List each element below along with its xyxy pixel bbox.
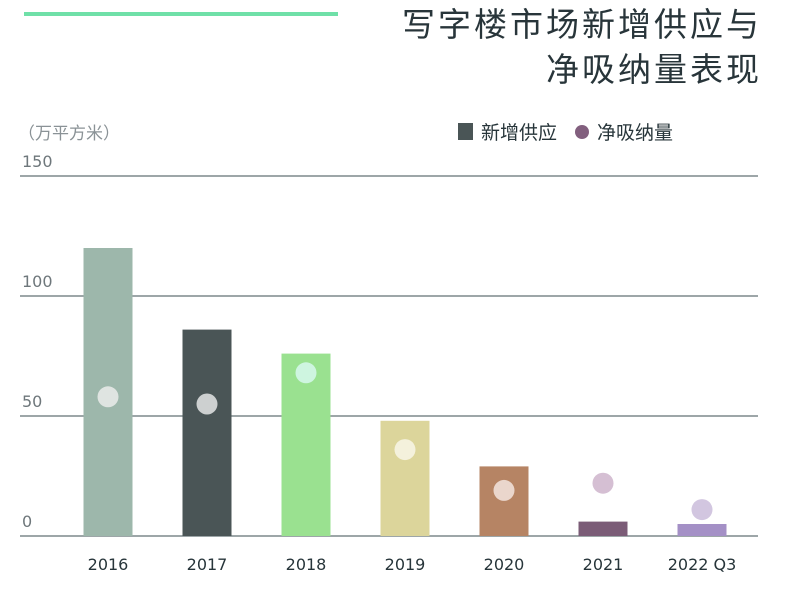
legend-absorption-label: 净吸纳量 — [597, 122, 674, 144]
bar-supply-2022-Q3 — [677, 524, 727, 536]
legend-item-supply: 新增供应 — [458, 118, 557, 145]
legend-supply-swatch-icon — [458, 123, 473, 140]
dot-absorption-2020 — [493, 479, 515, 501]
bar-supply-2017 — [182, 329, 232, 536]
y-tick-label-0: 0 — [22, 512, 32, 531]
chart-title-line-2: 净吸纳量表现 — [546, 50, 762, 89]
bar-supply-2019 — [380, 420, 430, 536]
x-tick-label-2021: 2021 — [583, 555, 624, 574]
y-tick-label-150: 150 — [22, 152, 53, 171]
x-tick-label-2019: 2019 — [385, 555, 426, 574]
chart-title-line-1: 写字楼市场新增供应与 — [402, 5, 762, 44]
x-tick-label-2016: 2016 — [88, 555, 129, 574]
legend-absorption-dot-icon — [575, 124, 590, 139]
dot-absorption-2021 — [592, 472, 614, 494]
dot-absorption-2017 — [196, 393, 218, 415]
y-axis-unit-label: （万平方米） — [18, 124, 120, 144]
dot-absorption-2016 — [97, 386, 119, 408]
bar-supply-2021 — [578, 521, 628, 536]
x-tick-label-2018: 2018 — [286, 555, 327, 574]
dot-absorption-2019 — [394, 439, 416, 461]
legend-item-absorption: 净吸纳量 — [575, 118, 673, 145]
x-tick-label-2020: 2020 — [484, 555, 525, 574]
legend-supply-label: 新增供应 — [481, 122, 558, 144]
chart-legend: 新增供应 净吸纳量 — [458, 118, 691, 145]
x-tick-label-2022-Q3: 2022 Q3 — [668, 555, 737, 574]
accent-line — [24, 12, 338, 16]
y-tick-label-50: 50 — [22, 392, 42, 411]
y-tick-label-100: 100 — [22, 272, 53, 291]
chart-title: 写字楼市场新增供应与 净吸纳量表现 — [402, 2, 762, 92]
bar-supply-2020 — [479, 466, 529, 536]
x-tick-label-2017: 2017 — [187, 555, 228, 574]
dot-absorption-2018 — [295, 362, 317, 384]
bar-supply-2018 — [281, 353, 331, 536]
dot-absorption-2022-Q3 — [691, 499, 713, 521]
